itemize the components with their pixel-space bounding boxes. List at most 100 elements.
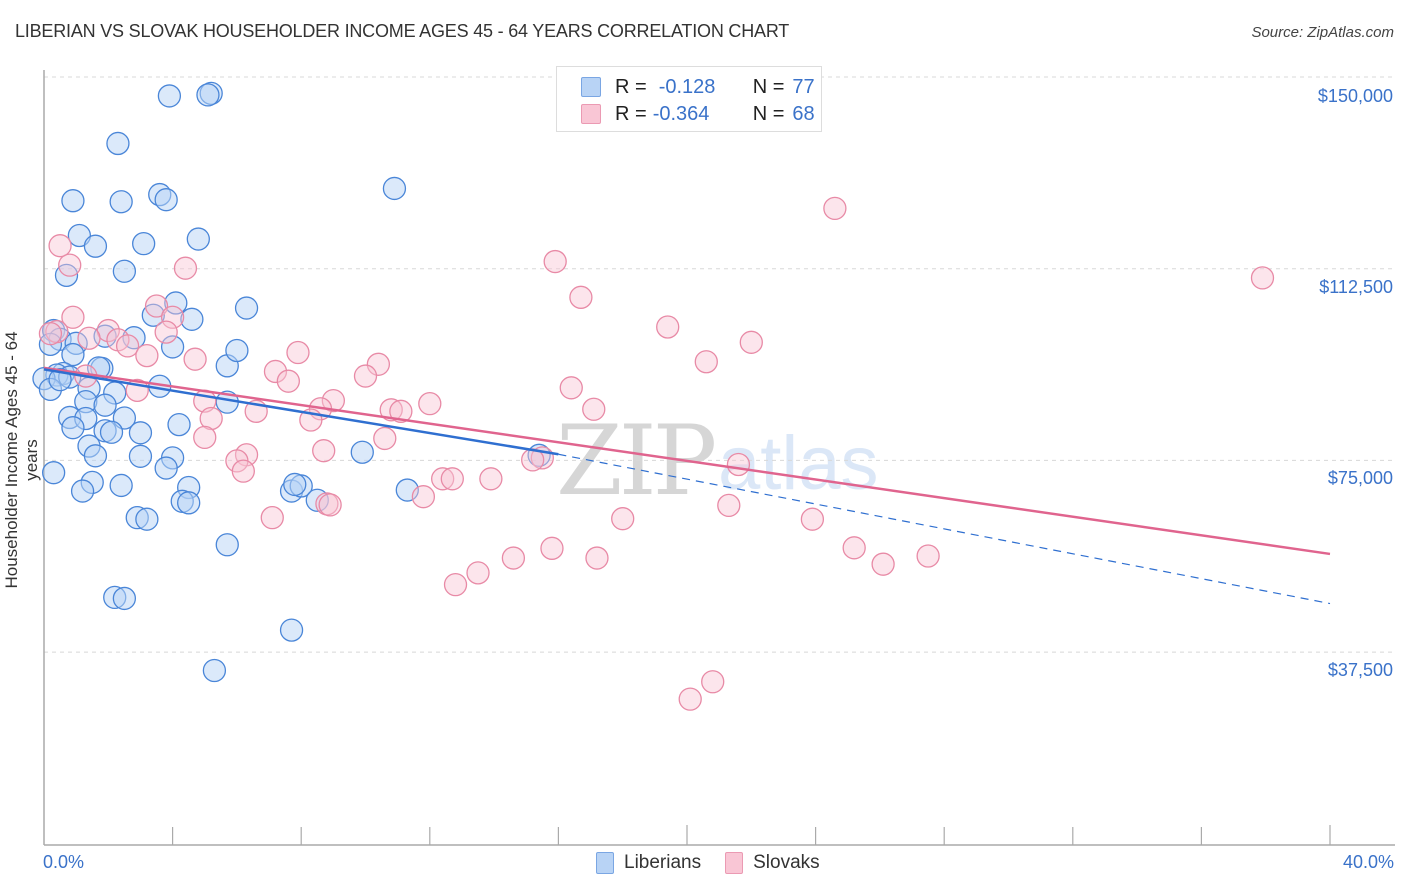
liberians-trend-line <box>43 368 559 456</box>
slovaks-point <box>321 388 346 413</box>
slovaks-point <box>800 507 825 531</box>
slovaks-point <box>585 546 609 570</box>
liberians-point <box>61 189 85 213</box>
slovaks-point <box>154 320 178 344</box>
slovaks-point <box>160 305 185 329</box>
liberians-point <box>196 83 220 107</box>
liberians-point <box>234 296 259 320</box>
liberians-point <box>186 227 210 251</box>
slovaks-point <box>48 234 72 258</box>
slovaks-point <box>466 561 490 585</box>
slovaks-point <box>656 315 680 339</box>
liberians-point <box>160 335 185 359</box>
legend-row-liberians: R = -0.128 N = 77 <box>581 75 815 99</box>
slovaks-point <box>431 467 455 491</box>
liberians-points <box>32 81 551 683</box>
r-value: -0.364 <box>652 102 710 125</box>
slovaks-point <box>144 294 169 318</box>
liberians-point <box>67 223 92 248</box>
y-tick-75000: $75,000 <box>1327 468 1393 488</box>
slovaks-point <box>842 536 866 560</box>
trend-lines <box>43 366 1331 605</box>
slovaks-swatch-icon <box>725 852 744 874</box>
slovaks-points <box>38 196 1275 711</box>
slovaks-point <box>411 485 436 509</box>
slovaks-point <box>440 467 464 491</box>
correlation-legend: R = -0.128 N = 77 R = -0.364 N = 68 <box>556 66 822 132</box>
n-label: N = <box>752 102 785 125</box>
liberians-point <box>305 488 329 512</box>
slovaks-point <box>373 426 397 451</box>
slovaks-point <box>286 340 310 365</box>
slovaks-point <box>389 399 413 423</box>
series-legend: Liberians Slovaks <box>596 852 820 874</box>
watermark-atlas: atlas <box>718 421 879 506</box>
slovaks-point <box>871 552 895 576</box>
slovaks-point <box>318 493 342 517</box>
slovaks-point <box>739 330 763 354</box>
slovaks-point <box>312 439 336 463</box>
slovaks-point <box>38 321 63 346</box>
slovaks-point <box>263 359 288 384</box>
x-tick-max: 40.0% <box>1342 852 1394 872</box>
liberians-point <box>202 658 227 683</box>
slovaks-point <box>276 369 300 393</box>
liberians-point <box>132 232 156 256</box>
chart-title: LIBERIAN VS SLOVAK HOUSEHOLDER INCOME AG… <box>15 21 790 41</box>
slovaks-point <box>443 572 468 597</box>
liberians-swatch-icon <box>581 77 601 97</box>
liberians-point <box>135 507 159 531</box>
liberians-point <box>215 533 239 557</box>
slovaks-point <box>61 305 85 329</box>
legend-liberians-label: Liberians <box>624 852 702 873</box>
slovaks-point <box>501 546 526 570</box>
liberians-point <box>180 307 204 331</box>
slovaks-point <box>418 392 442 416</box>
slovaks-point <box>717 493 741 518</box>
liberians-point <box>70 479 95 503</box>
slovaks-point <box>193 425 217 450</box>
liberians-point <box>128 444 153 468</box>
slovaks-trend-line <box>43 366 1331 556</box>
slovaks-point <box>260 506 284 530</box>
slovaks-point <box>77 326 101 350</box>
liberians-point <box>106 131 130 156</box>
slovaks-point <box>543 249 567 274</box>
gridlines <box>44 76 1395 653</box>
legend-slovaks-label: Slovaks <box>753 852 820 873</box>
n-label: N = <box>752 75 785 98</box>
slovaks-point <box>353 364 378 388</box>
liberians-point <box>283 472 307 497</box>
liberians-point <box>154 456 178 480</box>
n-value: 68 <box>792 102 815 125</box>
n-value: 77 <box>792 75 815 98</box>
slovaks-point <box>135 343 159 368</box>
slovaks-point <box>183 347 207 371</box>
liberians-point <box>112 586 137 611</box>
y-axis-label: Householder Income Ages 45 - 64 years <box>2 331 41 589</box>
slovaks-point <box>678 687 702 711</box>
slovaks-swatch-icon <box>581 104 601 124</box>
slovaks-point <box>726 452 751 477</box>
liberians-point <box>61 342 85 367</box>
slovaks-point <box>379 398 403 422</box>
slovaks-point <box>582 397 606 421</box>
liberians-point <box>41 461 66 485</box>
liberians-point <box>61 416 85 440</box>
y-tick-37500: $37,500 <box>1327 660 1393 680</box>
slovaks-point <box>1250 266 1275 290</box>
slovaks-point <box>569 285 593 309</box>
liberians-swatch-icon <box>596 852 614 874</box>
liberians-point <box>382 176 407 201</box>
liberians-point <box>128 421 153 445</box>
legend-row-slovaks: R = -0.364 N = 68 <box>581 102 815 126</box>
slovaks-point <box>199 406 223 431</box>
y-tick-112500: $112,500 <box>1319 277 1393 297</box>
slovaks-point <box>58 253 82 277</box>
y-tick-150000: $150,000 <box>1317 86 1393 106</box>
slovaks-point <box>115 334 140 358</box>
liberians-point <box>112 259 137 283</box>
slovaks-point <box>173 256 198 280</box>
liberians-point <box>83 444 108 468</box>
liberians-point <box>83 234 108 258</box>
